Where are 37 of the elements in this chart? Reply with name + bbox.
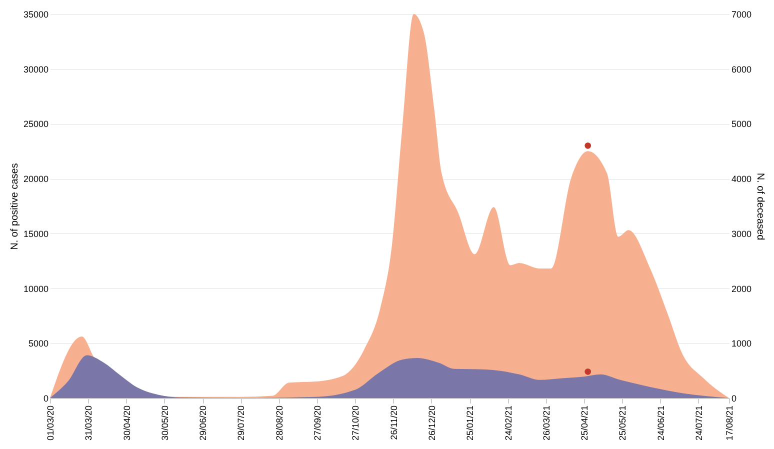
y-axis-title: N. of positive cases [9,163,20,250]
y2-tick-label: 4000 [732,174,752,184]
x-tick-label: 28/08/20 [274,406,284,441]
x-tick-label: 30/05/20 [160,406,170,441]
y2-tick-label: 1000 [732,338,752,349]
x-tick-label: 25/04/21 [580,406,590,441]
x-tick-label: 24/02/21 [503,406,514,441]
y2-tick-label: 0 [732,394,737,404]
y2-tick-label: 2000 [732,284,752,294]
y2-tick-label: 7000 [732,10,752,20]
y-tick-label: 25000 [23,119,48,130]
y2-axis-title: N. of deceased [754,172,766,240]
y-tick-label: 5000 [28,338,48,349]
y-tick-label: 30000 [23,64,48,74]
x-tick-label: 25/01/21 [465,406,476,441]
x-tick-label: 26/11/20 [388,406,399,440]
x-tick-label: 29/06/20 [198,406,208,441]
x-tick-label: 30/04/20 [122,406,132,441]
x-tick-label: 29/07/20 [236,406,246,441]
x-tick-label: 31/03/20 [84,406,94,441]
y-tick-label: 20000 [23,174,48,184]
x-tick-label: 17/08/21 [724,406,734,441]
y-tick-label: 0 [43,394,48,404]
x-tick-label: 24/07/21 [694,406,704,441]
x-tick-label: 26/12/20 [426,406,437,441]
x-tick-label: 01/03/20 [46,406,56,441]
y2-tick-label: 6000 [732,64,752,74]
x-tick-label: 26/03/21 [541,406,552,441]
y2-tick-label: 5000 [732,119,752,130]
y-tick-label: 35000 [23,10,48,20]
x-tick-label: 25/05/21 [618,406,628,441]
y-tick-label: 15000 [23,228,48,239]
x-tick-label: 27/09/20 [312,406,323,441]
x-tick-label: 27/10/20 [350,406,361,441]
y-tick-label: 10000 [23,284,48,294]
y2-tick-label: 3000 [732,228,752,239]
x-tick-label: 24/06/21 [656,406,666,441]
